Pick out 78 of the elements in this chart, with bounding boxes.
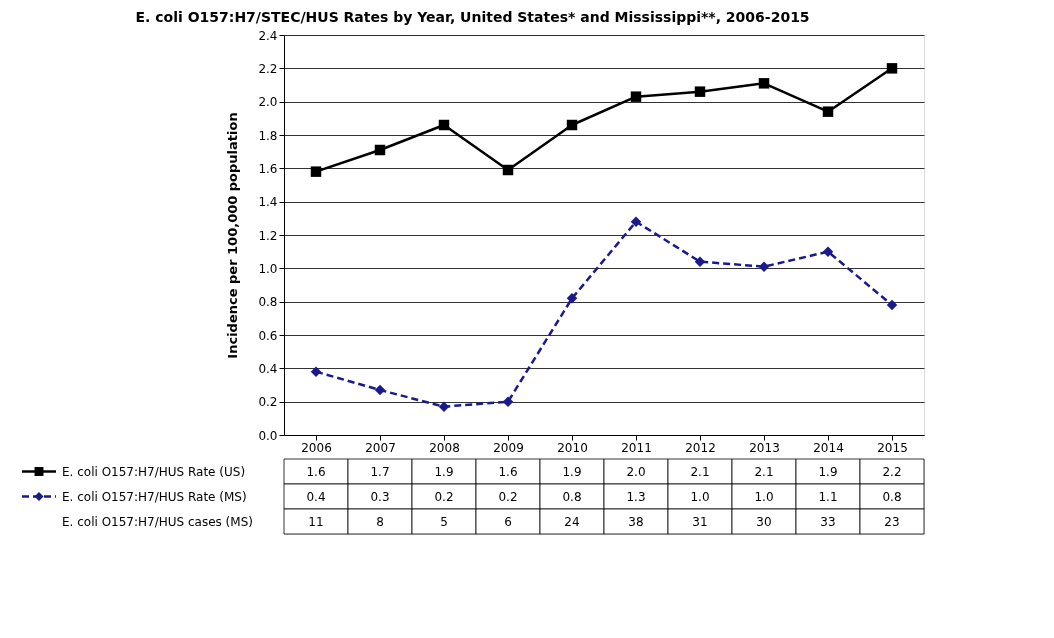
text: 33 [820, 514, 836, 529]
x-tick-label: 2008 [429, 440, 460, 455]
point [630, 91, 642, 102]
data-label: 1.9 [562, 464, 582, 479]
y-tick-label: 1.2 [258, 228, 278, 243]
text: 38 [628, 514, 644, 529]
point [566, 293, 578, 304]
x-tick-label: 2015 [877, 440, 908, 455]
point [758, 78, 770, 89]
y-tick-label: 0.4 [258, 361, 278, 376]
legend-label: E. coli O157:H7/HUS Rate (US) [62, 464, 246, 479]
point [822, 106, 834, 117]
chart-title: E. coli O157:H7/STEC/HUS Rates by Year, United States* and Mississippi**, 2006-2015 [135, 8, 810, 25]
data-label: 0.3 [370, 489, 390, 504]
text: 30 [756, 514, 772, 529]
point [438, 401, 450, 412]
text: 5 [440, 514, 448, 529]
x-tick-label: 2012 [685, 440, 716, 455]
data-label: 2.1 [690, 464, 710, 479]
point [310, 166, 322, 177]
data-label: 1.9 [818, 464, 838, 479]
text: 11 [308, 514, 324, 529]
x-tick-label: 2010 [557, 440, 588, 455]
text: E. coli O157:H7/HUS cases (MS) [62, 514, 253, 529]
point [694, 256, 706, 267]
data-label: 0.8 [882, 489, 902, 504]
y-axis-title: Incidence per 100,000 population [225, 112, 241, 359]
point [886, 63, 898, 74]
y-tick-label: 1.0 [258, 261, 278, 276]
data-label: 1.1 [818, 489, 838, 504]
data-label: 1.9 [434, 464, 454, 479]
point [758, 261, 770, 272]
data-label: 0.4 [306, 489, 326, 504]
x-tick-label: 2009 [493, 440, 524, 455]
y-tick-label: 1.8 [258, 128, 278, 143]
data-label: 1.0 [690, 489, 710, 504]
y-tick-label: 0.8 [258, 295, 278, 310]
data-label: 0.2 [498, 489, 518, 504]
x-tick-label: 2011 [621, 440, 652, 455]
point [502, 396, 514, 407]
point [310, 366, 322, 377]
data-label: 1.3 [626, 489, 646, 504]
x-tick-label: 2013 [749, 440, 780, 455]
data-label: 1.6 [498, 464, 518, 479]
data-label: 2.1 [754, 464, 774, 479]
point [694, 86, 706, 97]
data-label: 1.0 [754, 489, 774, 504]
y-tick-label: 1.4 [258, 195, 278, 210]
data-label: 1.7 [370, 464, 390, 479]
y-tick-label: 1.6 [258, 161, 278, 176]
point [374, 384, 386, 396]
point [886, 299, 898, 311]
text: 23 [884, 514, 900, 529]
x-tick-label: 2007 [365, 440, 396, 455]
y-tick-label: 2.0 [258, 95, 278, 110]
legend-label: E. coli O157:H7/HUS Rate (MS) [62, 489, 247, 504]
data-label: 0.8 [562, 489, 582, 504]
y-tick-label: 0.6 [258, 328, 278, 343]
point [438, 119, 450, 131]
data-label: 2.2 [882, 464, 902, 479]
text: 8 [376, 514, 384, 529]
x-tick-label: 2014 [813, 440, 844, 455]
y-tick-label: 2.4 [258, 28, 278, 43]
data-label: 1.6 [306, 464, 326, 479]
text: 6 [504, 514, 512, 529]
point [822, 246, 834, 257]
point [502, 164, 514, 176]
x-tick-label: 2006 [301, 440, 332, 455]
text: 31 [692, 514, 708, 529]
data-label: 2.0 [626, 464, 646, 479]
y-tick-label: 2.2 [258, 61, 278, 76]
point [566, 119, 578, 131]
y-tick-label: 0.2 [258, 395, 278, 410]
point [630, 216, 642, 227]
data-label: 0.2 [434, 489, 454, 504]
y-tick-label: 0.0 [258, 428, 278, 443]
text: 24 [564, 514, 580, 529]
point [374, 144, 386, 156]
